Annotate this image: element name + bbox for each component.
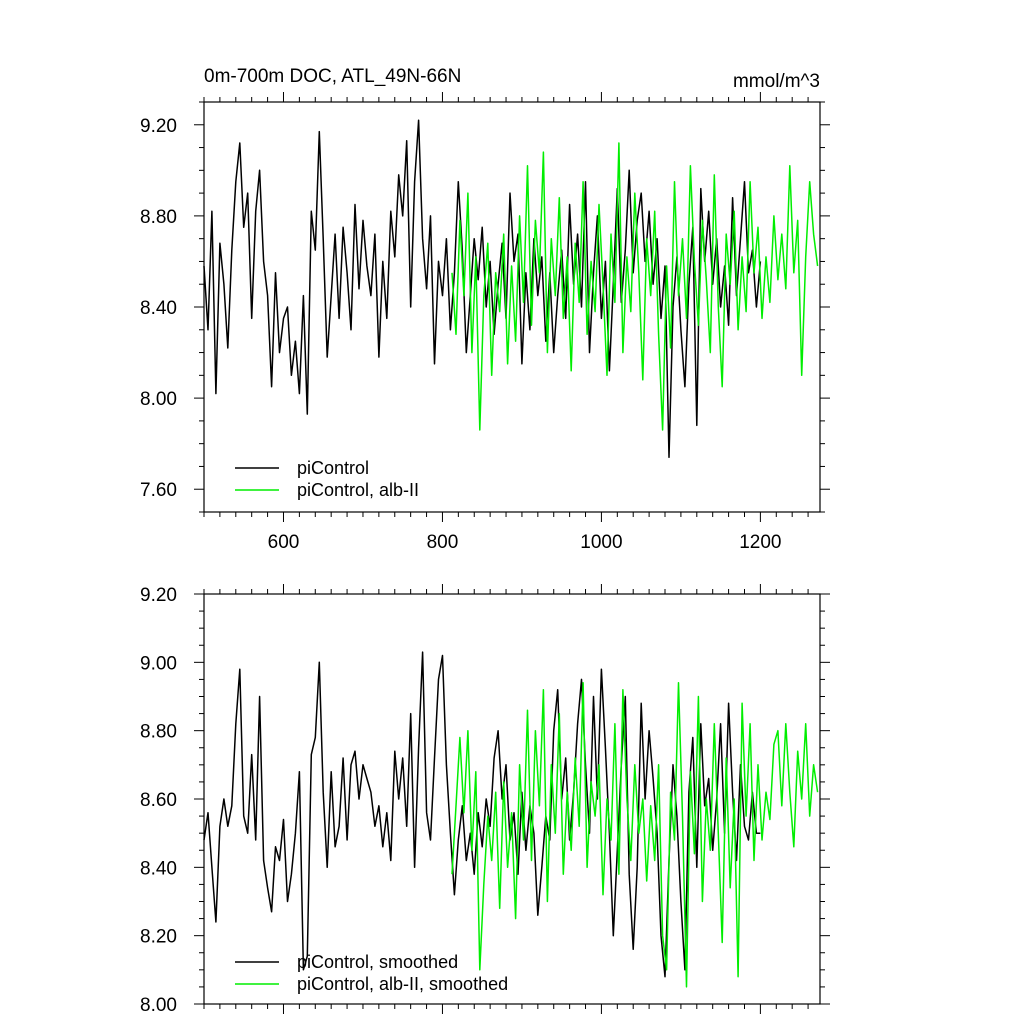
series-line-0-0 <box>203 119 762 459</box>
x-tick-label: 600 <box>268 532 300 553</box>
chart-units: mmol/m^3 <box>733 71 820 92</box>
bottom-chart-lines <box>203 651 819 988</box>
y-tick-label: 8.80 <box>140 207 177 228</box>
x-tick-label: 800 <box>427 532 459 553</box>
top-chart-lines <box>203 119 819 459</box>
top-chart-ticks: 600 800 1000 1200 7.60 8.00 8.40 8.80 9.20 <box>140 92 830 553</box>
y-tick-label: 8.20 <box>140 927 177 948</box>
y-tick-label: 7.60 <box>140 480 177 501</box>
bottom-chart: 8.00 8.20 8.40 8.60 8.80 9.00 9.20 piControl, … <box>140 584 830 1016</box>
legend-label-smoothed: piControl, smoothed <box>297 952 458 972</box>
legend-label-picontrol-alb: piControl, alb-II <box>297 480 419 500</box>
series-line-1-1 <box>451 682 819 988</box>
y-tick-label: 8.40 <box>140 298 177 319</box>
y-tick-label: 9.20 <box>140 116 177 137</box>
series-line-0-1 <box>451 142 819 431</box>
y-tick-label: 8.00 <box>140 995 177 1016</box>
x-tick-label: 1000 <box>580 532 622 553</box>
chart-title: 0m-700m DOC, ATL_49N-66N <box>204 66 461 87</box>
x-tick-label: 1200 <box>739 532 781 553</box>
y-tick-label: 9.00 <box>140 653 177 674</box>
y-tick-label: 8.60 <box>140 790 177 811</box>
y-tick-label: 8.00 <box>140 389 177 410</box>
top-chart-legend: piControl piControl, alb-II <box>235 458 419 500</box>
legend-label-picontrol: piControl <box>297 458 369 478</box>
y-tick-label: 8.40 <box>140 858 177 879</box>
top-chart: 0m-700m DOC, ATL_49N-66N mmol/m^3 600 800… <box>140 66 830 553</box>
y-tick-label: 8.80 <box>140 722 177 743</box>
bottom-chart-ticks: 8.00 8.20 8.40 8.60 8.80 9.00 9.20 <box>140 584 830 1016</box>
y-tick-label: 9.20 <box>140 585 177 606</box>
legend-label-alb-smoothed: piControl, alb-II, smoothed <box>297 974 508 994</box>
bottom-chart-legend: piControl, smoothed piControl, alb-II, s… <box>235 952 508 994</box>
